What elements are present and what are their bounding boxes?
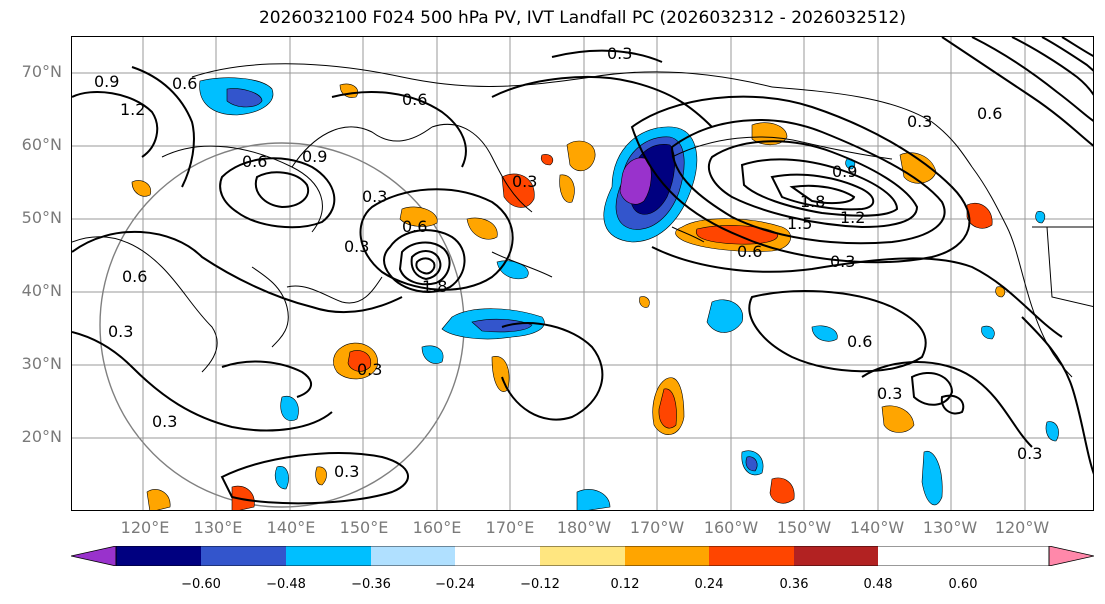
- lon-label-160e: 160°E: [412, 518, 462, 537]
- contour-label: 0.9: [302, 147, 327, 166]
- lon-label-170w: 170°W: [629, 518, 685, 537]
- lon-label-130e: 130°E: [193, 518, 243, 537]
- contour-label: 0.6: [242, 152, 267, 171]
- contour-label: 0.6: [402, 90, 427, 109]
- colorbar-tick: 0.12: [610, 577, 640, 592]
- contour-label: 0.6: [172, 74, 197, 93]
- contour-label: 0.3: [512, 172, 537, 191]
- colorbar-tick: −0.24: [435, 577, 475, 592]
- lat-label-30n: 30°N: [21, 354, 62, 373]
- lon-label-140w: 140°W: [849, 518, 905, 537]
- contour-label: 1.8: [800, 192, 825, 211]
- contour-label: 0.3: [607, 44, 632, 63]
- contour-label: 0.6: [402, 217, 427, 236]
- map-svg: 0.3 0.6 0.3 0.6 0.9 1.2 0.6 0.9 0.6 0.3 …: [72, 37, 1093, 510]
- lat-label-50n: 50°N: [21, 208, 62, 227]
- region-circle: [99, 142, 465, 508]
- contour-label: 1.2: [840, 208, 865, 227]
- colorbar-tick: 0.48: [863, 577, 893, 592]
- contour-label-group: 0.3 0.6 0.3 0.6 0.9 1.2 0.6 0.9 0.6 0.3 …: [94, 44, 1042, 481]
- contour-label: 0.3: [877, 384, 902, 403]
- lat-label-60n: 60°N: [21, 135, 62, 154]
- colorbar-tick: −0.60: [181, 577, 221, 592]
- contour-label: 0.6: [847, 332, 872, 351]
- contour-label: 0.3: [362, 187, 387, 206]
- lon-label-120w: 120°W: [994, 518, 1050, 537]
- contour-label: 0.6: [977, 104, 1002, 123]
- lon-label-160w: 160°W: [703, 518, 759, 537]
- contour-label: 0.3: [907, 112, 932, 131]
- colorbar-segment: [540, 546, 625, 566]
- colorbar-segment: [371, 546, 455, 566]
- contour-label: 1.8: [422, 277, 447, 296]
- lon-label-150e: 150°E: [339, 518, 389, 537]
- colorbar-left-extend: [71, 546, 117, 566]
- colorbar-right-extend: [1048, 546, 1094, 566]
- map-title: 2026032100 F024 500 hPa PV, IVT Landfall…: [258, 8, 906, 28]
- colorbar-tick: −0.36: [351, 577, 391, 592]
- contour-label: 1.2: [120, 100, 145, 119]
- lat-label-70n: 70°N: [21, 62, 62, 81]
- lon-label-120e: 120°E: [120, 518, 170, 537]
- contour-label: 0.3: [830, 252, 855, 271]
- colorbar-tick: 0.36: [779, 577, 809, 592]
- lon-label-150w: 150°W: [776, 518, 832, 537]
- colorbar-segment: [625, 546, 709, 566]
- lon-label-130w: 130°W: [922, 518, 978, 537]
- colorbar-segment: [116, 546, 201, 566]
- colorbar: [71, 546, 1094, 566]
- contour-label: 0.3: [357, 360, 382, 379]
- contour-label: 0.3: [108, 322, 133, 341]
- colorbar-tick: −0.12: [520, 577, 560, 592]
- contour-label: 0.3: [344, 237, 369, 256]
- lon-label-170e: 170°E: [485, 518, 535, 537]
- contour-label: 0.3: [1017, 444, 1042, 463]
- lat-label-40n: 40°N: [21, 281, 62, 300]
- colorbar-segment: [709, 546, 794, 566]
- lon-label-180w: 180°W: [556, 518, 612, 537]
- colorbar-tick: 0.24: [694, 577, 724, 592]
- lat-label-20n: 20°N: [21, 427, 62, 446]
- contour-label: 1.5: [787, 214, 812, 233]
- contour-label: 0.3: [334, 462, 359, 481]
- colorbar-segment: [455, 546, 540, 566]
- lon-label-140e: 140°E: [266, 518, 316, 537]
- contour-label: 0.6: [737, 242, 762, 261]
- pv-shading: [131, 77, 1059, 510]
- colorbar-segment: [794, 546, 878, 566]
- colorbar-outline: [115, 546, 1050, 566]
- graticule: [72, 37, 1093, 510]
- colorbar-segment: [201, 546, 286, 566]
- map-panel: 0.3 0.6 0.3 0.6 0.9 1.2 0.6 0.9 0.6 0.3 …: [71, 36, 1094, 511]
- contour-label: 0.9: [94, 72, 119, 91]
- contour-label: 0.3: [152, 412, 177, 431]
- colorbar-tick: −0.48: [266, 577, 306, 592]
- colorbar-segment: [286, 546, 371, 566]
- contours: [72, 37, 1093, 505]
- contour-label: 0.6: [122, 267, 147, 286]
- colorbar-tick: 0.60: [948, 577, 978, 592]
- contour-label: 0.9: [832, 162, 857, 181]
- colorbar-segments: [116, 546, 878, 566]
